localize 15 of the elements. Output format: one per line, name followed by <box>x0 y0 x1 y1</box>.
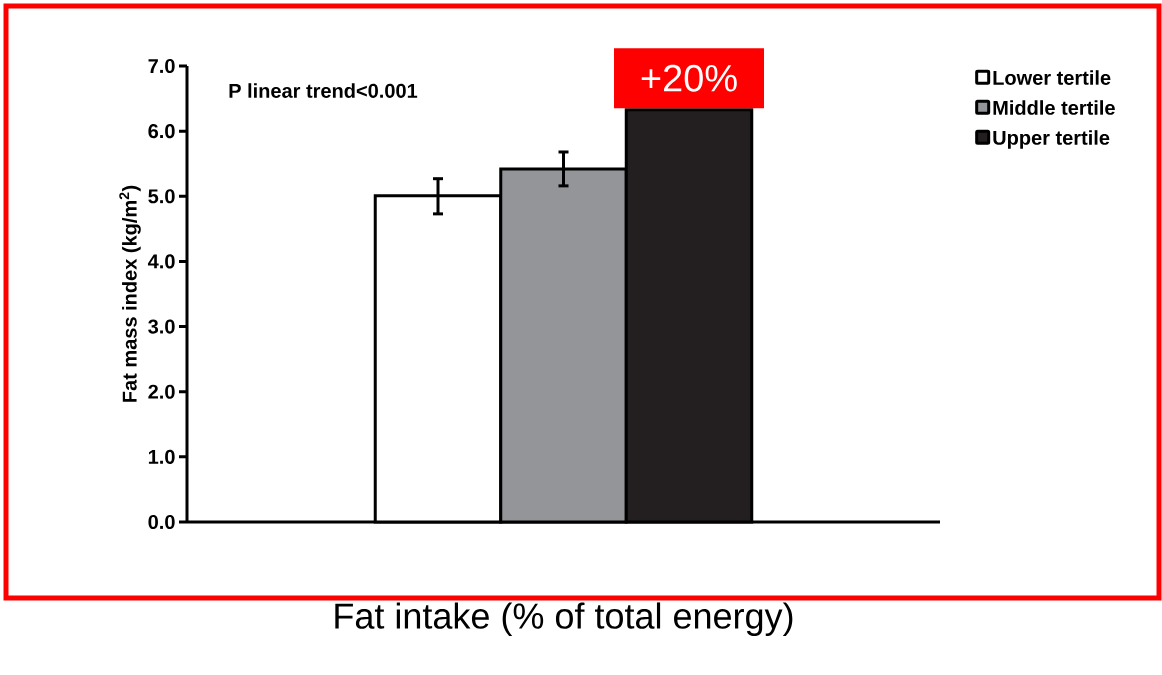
x-axis-title: Fat intake (% of total energy) <box>335 602 793 636</box>
legend-label: Middle tertile <box>993 100 1115 115</box>
y-tick-label: 5.0 <box>148 189 175 204</box>
legend-label: Lower tertile <box>993 70 1111 85</box>
legend-label: Upper tertile <box>993 130 1110 149</box>
y-tick-label: 3.0 <box>148 319 175 334</box>
y-tick-label: 0.0 <box>148 514 175 530</box>
y-tick-label: 2.0 <box>148 384 175 399</box>
annotation: P linear trend<0.001 <box>229 83 418 98</box>
y-axis-title: Fat mass index (kg/m$^{2}$) <box>119 185 141 402</box>
y-tick-label: 4.0 <box>147 254 175 269</box>
annotation: +20% <box>641 64 737 92</box>
y-tick-label: 7.0 <box>148 58 175 74</box>
y-tick-label: 1.0 <box>148 449 175 464</box>
y-tick-label: 6.0 <box>148 124 175 139</box>
